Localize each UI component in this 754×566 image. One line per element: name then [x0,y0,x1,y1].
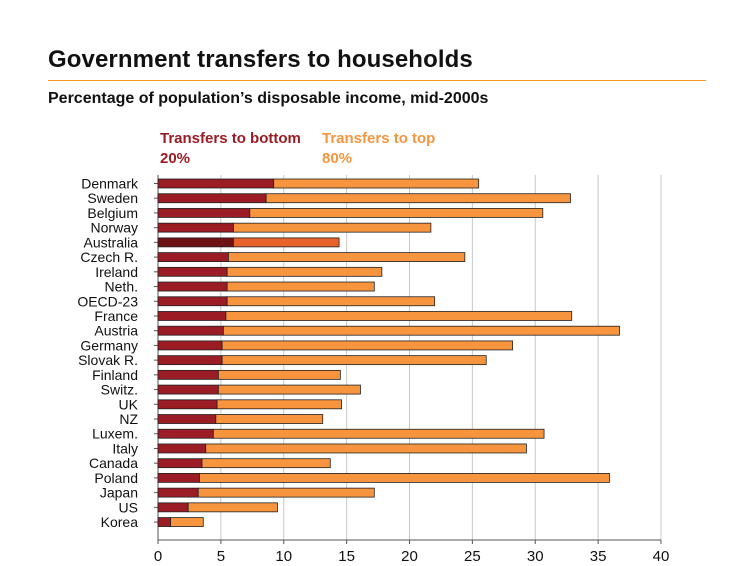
legend-bottom-label: Transfers to bottom 20% [160,130,301,167]
bar-top-80 [187,502,278,513]
x-tick-label: 15 [338,548,355,565]
x-tick-label: 20 [401,548,418,565]
category-label: Switz. [101,382,138,398]
bar-top-80 [265,193,571,204]
category-label: Slovak R. [78,352,138,368]
bar-bottom-20 [157,222,234,233]
bar-bottom-20 [157,384,219,395]
bar-bottom-20 [157,193,267,204]
bar-bottom-20 [157,443,207,454]
bar-top-80 [228,252,466,263]
chart-subtitle: Percentage of population’s disposable in… [48,90,489,107]
bar-top-80 [217,369,341,380]
bar-top-80 [199,472,610,483]
bar-bottom-20 [157,311,227,321]
bar-top-80 [249,208,544,218]
bar-bottom-20 [157,296,228,307]
x-tick-label: 5 [217,548,225,565]
legend-top-label: Transfers to top 80% [322,130,435,167]
bar-top-80 [197,487,375,498]
title-divider [48,80,706,81]
bar-bottom-20 [157,399,218,410]
category-label: Germany [80,337,138,353]
bar-bottom-20 [157,472,200,483]
x-tick-label: 40 [653,548,670,565]
x-tick-label: 30 [527,548,544,565]
x-tick-label: 0 [154,548,162,565]
bar-top-80 [221,340,514,351]
bar-bottom-20 [157,355,223,366]
bar-bottom-20 [157,428,214,439]
bar-top-80 [225,311,573,321]
category-label: Neth. [105,279,138,295]
category-label: NZ [119,411,138,427]
bar-bottom-20 [157,517,171,527]
bar-top-80 [273,178,480,189]
bar-top-80 [233,222,432,233]
bar-top-80 [201,458,331,469]
category-label: Ireland [95,264,138,280]
bar-bottom-20 [157,414,217,424]
category-label: Japan [100,485,138,501]
category-label: Canada [89,455,138,471]
bar-top-80 [226,266,383,277]
bar-bottom-20 [157,340,223,351]
bar-top-80 [217,384,361,395]
category-label: OECD-23 [77,293,138,309]
bar-top-80 [222,325,620,336]
category-label: Norway [91,220,138,236]
x-tick-label: 25 [464,548,481,565]
bar-top-80 [226,281,375,292]
category-label: Luxem. [92,426,138,442]
category-label: Korea [101,514,139,530]
bar-top-80 [170,517,204,527]
category-label: Australia [84,234,139,250]
bar-bottom-20 [157,458,203,469]
bar-top-80 [215,414,324,424]
bar-top-80 [221,355,487,366]
bar-top-80 [233,237,340,248]
bar-top-80 [226,296,436,307]
bar-bottom-20 [157,266,228,277]
x-tick-label: 35 [590,548,607,565]
category-label: Czech R. [80,249,138,265]
chart-title: Government transfers to households [48,46,473,73]
category-label: France [94,308,138,324]
bar-bottom-20 [157,178,275,189]
category-label: Austria [94,323,138,339]
category-label: Finland [92,367,138,383]
category-label: Italy [112,440,138,456]
bar-top-80 [216,399,342,410]
bar-top-80 [212,428,545,439]
bar-top-80 [205,443,527,454]
category-label: Denmark [81,176,139,192]
bar-bottom-20 [157,252,229,263]
bar-bottom-20 [157,369,219,380]
x-tick-label: 10 [275,548,292,565]
category-label: Belgium [87,205,138,221]
category-label: Sweden [87,190,138,206]
category-label: UK [119,396,139,412]
bar-bottom-20 [157,325,224,336]
bar-bottom-20 [157,237,234,248]
category-label: US [119,499,138,515]
bar-bottom-20 [157,281,228,292]
category-label: Poland [94,470,138,486]
bar-bottom-20 [157,208,251,218]
bar-bottom-20 [157,502,189,513]
bar-bottom-20 [157,487,199,498]
